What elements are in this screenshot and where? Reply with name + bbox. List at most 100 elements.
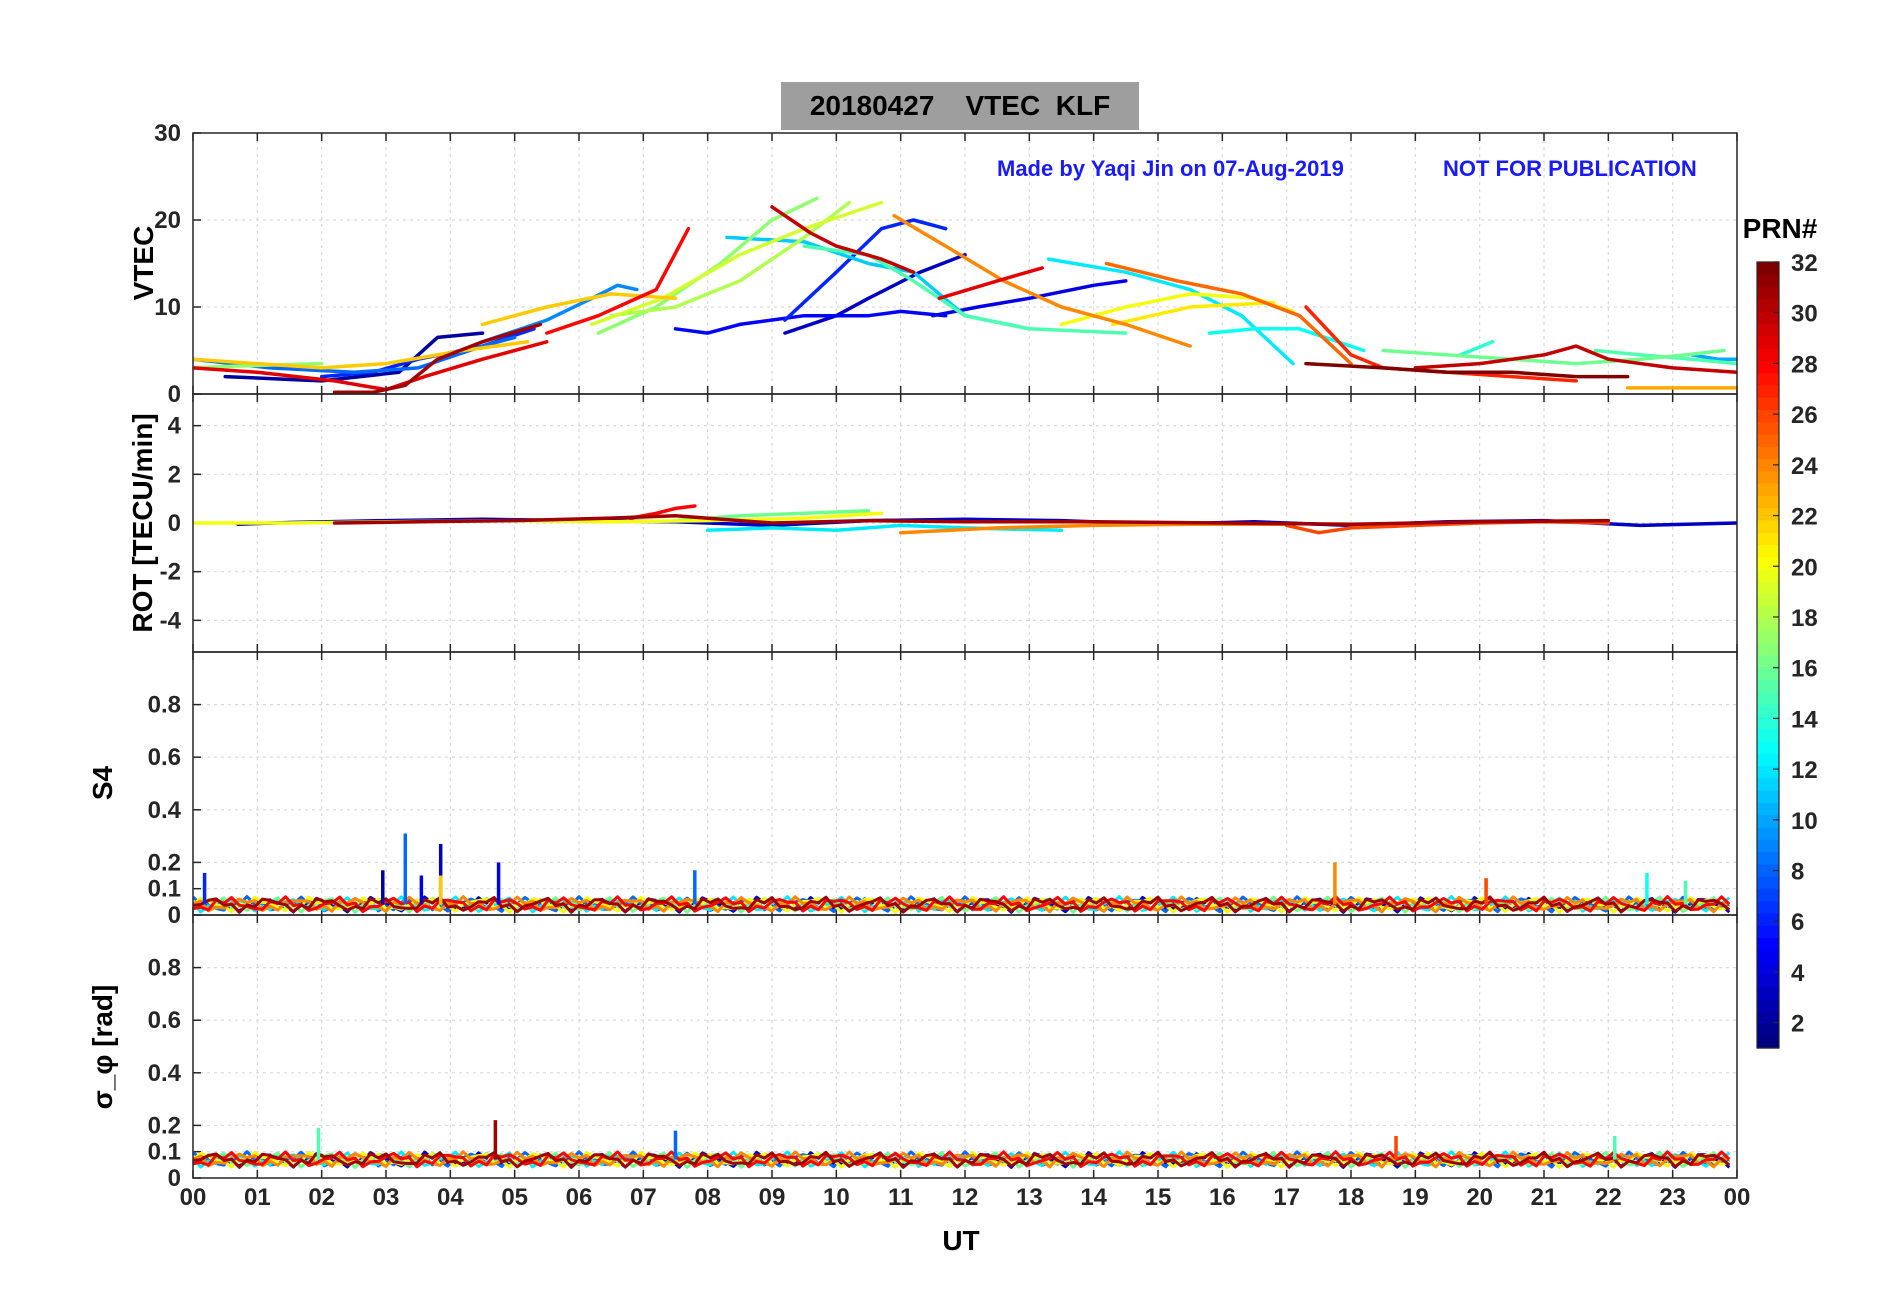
colorbar-segment	[1757, 495, 1779, 509]
y-tick-label: 0.6	[148, 1007, 181, 1034]
colorbar-segment	[1757, 286, 1779, 300]
panel-frame	[192, 651, 1738, 916]
y-axis-label-vtec: VTEC	[128, 226, 159, 301]
y-axis-label-sigma_phi: σ_φ [rad]	[87, 985, 118, 1110]
trace-prn-22	[193, 340, 530, 370]
colorbar-segment	[1757, 998, 1779, 1012]
x-tick-label: 04	[437, 1184, 464, 1211]
trace-prn-12	[1046, 257, 1295, 366]
publication-notice: NOT FOR PUBLICATION	[1443, 156, 1697, 181]
author-note: Made by Yaqi Jin on 07-Aug-2019	[997, 156, 1344, 181]
x-tick-label: 03	[373, 1184, 400, 1211]
x-tick-label: 00	[1724, 1184, 1751, 1211]
colorbar-tick-label: 12	[1791, 757, 1818, 784]
colorbar-segment	[1757, 937, 1779, 951]
y-tick-label: 0.1	[148, 876, 181, 903]
x-tick-label: 08	[694, 1184, 721, 1211]
x-tick-label: 10	[823, 1184, 850, 1211]
colorbar-segment	[1757, 790, 1779, 803]
noise-trace-prn-31	[193, 1150, 1731, 1169]
chart-title: 20180427 VTEC KLF	[781, 82, 1139, 130]
colorbar-segment	[1757, 483, 1779, 496]
panel-rot: -4 -2 0 2 4	[160, 393, 1738, 653]
x-tick-label: 16	[1209, 1184, 1236, 1211]
y-tick-label: 4	[168, 413, 182, 440]
y-tick-label: 0.4	[148, 1060, 182, 1087]
colorbar-segment	[1757, 986, 1779, 1000]
colorbar-frame	[1756, 261, 1780, 1049]
x-tick-label: 21	[1531, 1184, 1558, 1211]
trace-prn-29	[937, 266, 1044, 301]
y-axis-label-rot: ROT [TECU/min]	[127, 413, 158, 632]
colorbar-segment	[1757, 384, 1779, 398]
colorbar-segment	[1757, 839, 1779, 853]
colorbar-segment	[1757, 765, 1779, 779]
colorbar-segment	[1757, 274, 1779, 288]
colorbar-tick-label: 4	[1791, 960, 1805, 987]
colorbar-tick-label: 24	[1791, 453, 1818, 480]
colorbar-segment	[1757, 544, 1779, 558]
x-tick-label: 23	[1659, 1184, 1686, 1211]
x-tick-label: 01	[244, 1184, 271, 1211]
y-tick-label: 0	[168, 510, 181, 537]
y-tick-label: 2	[168, 461, 181, 488]
colorbar-segment	[1757, 900, 1779, 914]
x-tick-label: 11	[888, 1184, 913, 1211]
trace-prn-4	[931, 279, 1128, 318]
colorbar-segment	[1757, 630, 1779, 644]
colorbar-segment	[1757, 691, 1779, 705]
colorbar-segment	[1757, 888, 1779, 902]
trace-prn-2	[223, 331, 485, 383]
trace-prn-24	[892, 213, 1192, 348]
colorbar-segment	[1757, 1011, 1779, 1025]
colorbar-segment	[1757, 1035, 1779, 1049]
y-tick-label: 0	[168, 1165, 181, 1192]
x-tick-label: 17	[1273, 1184, 1300, 1211]
y-tick-label: 10	[154, 294, 181, 321]
trace-prn-28	[545, 226, 691, 335]
trace-prn-14	[1458, 340, 1495, 357]
colorbar-segment	[1757, 949, 1779, 963]
trace-prn-17	[596, 196, 819, 335]
colorbar-tick-label: 28	[1791, 351, 1818, 378]
colorbar-tick-label: 10	[1791, 808, 1818, 835]
x-tick-label: 20	[1466, 1184, 1493, 1211]
data-layer	[193, 504, 1737, 535]
x-tick-label: 02	[308, 1184, 335, 1211]
colorbar-segment	[1757, 347, 1779, 361]
panel-frame	[192, 914, 1738, 1179]
colorbar-segment	[1757, 802, 1779, 816]
x-tick-label: 15	[1145, 1184, 1172, 1211]
panel-sigma_phi: 00.10.2 0.4 0.6 0.8	[148, 914, 1738, 1192]
colorbar-segment	[1757, 605, 1779, 619]
trace-prn-18	[609, 200, 851, 318]
colorbar-segment	[1757, 298, 1779, 312]
x-tick-label: 06	[566, 1184, 593, 1211]
colorbar-segment	[1757, 863, 1779, 877]
panel-vtec: 0 10 20 30	[154, 120, 1738, 408]
x-tick-label: 13	[1016, 1184, 1043, 1211]
x-tick-label: 22	[1595, 1184, 1622, 1211]
x-tick-label: 12	[952, 1184, 979, 1211]
colorbar-segment	[1757, 360, 1779, 374]
colorbar-segment	[1757, 262, 1779, 275]
colorbar-segment	[1757, 458, 1779, 472]
colorbar-tick-label: 32	[1791, 250, 1818, 277]
colorbar-tick-label: 22	[1791, 504, 1818, 531]
trace-prn-31	[332, 513, 1611, 526]
y-tick-label: 0	[168, 381, 181, 408]
colorbar-segment	[1757, 421, 1779, 435]
colorbar-segment	[1757, 397, 1779, 410]
colorbar-segment	[1757, 716, 1779, 730]
y-axis-label-s4: S4	[87, 765, 118, 800]
x-tick-label: 05	[501, 1184, 528, 1211]
colorbar-segment	[1757, 593, 1779, 607]
trace-prn-6	[783, 218, 948, 322]
data-layer	[193, 1120, 1731, 1169]
colorbar-segment	[1757, 335, 1779, 349]
x-tick-label: 07	[630, 1184, 657, 1211]
colorbar-segment	[1757, 569, 1779, 582]
trace-prn-21	[1111, 300, 1276, 327]
trace-prn-13	[1207, 327, 1366, 353]
